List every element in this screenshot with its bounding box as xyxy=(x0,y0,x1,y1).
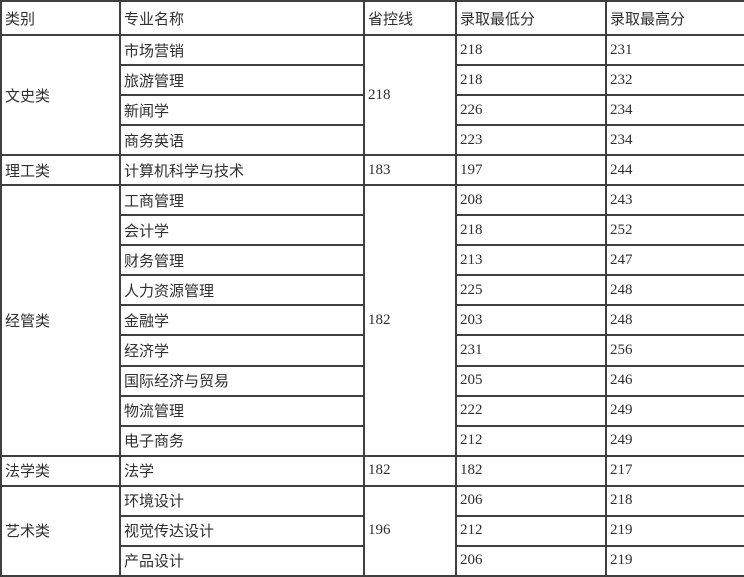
min-score-cell: 213 xyxy=(455,244,607,277)
category-cell: 艺术类 xyxy=(0,484,121,577)
table-row: 经济学 231 256 xyxy=(1,334,744,367)
max-score-cell: 234 xyxy=(605,94,744,127)
table-row: 金融学 203 248 xyxy=(1,304,744,337)
max-score-cell: 231 xyxy=(605,33,744,67)
max-score-cell: 249 xyxy=(605,394,744,427)
min-score-cell: 218 xyxy=(455,64,607,97)
max-score-cell: 252 xyxy=(605,214,744,247)
max-score-cell: 244 xyxy=(605,154,744,187)
max-score-cell: 219 xyxy=(605,544,744,577)
min-score-cell: 203 xyxy=(455,304,607,337)
min-score-cell: 225 xyxy=(455,274,607,307)
max-score-cell: 249 xyxy=(605,424,744,457)
col-header-max-score: 录取最高分 xyxy=(605,0,744,36)
table-row: 会计学 218 252 xyxy=(1,214,744,247)
major-name-cell: 电子商务 xyxy=(119,424,365,457)
table-row: 艺术类 环境设计 196 206 218 xyxy=(0,484,744,577)
min-score-cell: 218 xyxy=(455,214,607,247)
table-row: 经管类 工商管理 182 208 243 xyxy=(0,184,744,457)
table-row: 新闻学 226 234 xyxy=(1,94,744,127)
col-header-min-score: 录取最低分 xyxy=(455,0,607,36)
major-name-cell: 会计学 xyxy=(119,214,365,247)
major-name-cell: 经济学 xyxy=(119,334,365,367)
max-score-cell: 232 xyxy=(605,64,744,97)
max-score-cell: 219 xyxy=(605,514,744,547)
min-score-cell: 197 xyxy=(455,154,607,187)
min-score-cell: 206 xyxy=(455,544,607,577)
major-name-cell: 财务管理 xyxy=(119,244,365,277)
major-name-cell: 视觉传达设计 xyxy=(119,514,365,547)
major-name-cell: 物流管理 xyxy=(119,394,365,427)
table-row: 理工类 计算机科学与技术 183 197 244 xyxy=(0,154,744,187)
major-name-cell: 法学 xyxy=(119,454,365,487)
major-name-cell: 商务英语 xyxy=(119,124,365,157)
min-score-cell: 182 xyxy=(455,454,607,487)
max-score-cell: 248 xyxy=(605,304,744,337)
category-cell: 理工类 xyxy=(0,154,121,187)
max-score-cell: 246 xyxy=(605,364,744,397)
max-score-cell: 218 xyxy=(605,484,744,517)
min-score-cell: 205 xyxy=(455,364,607,397)
col-header-category: 类别 xyxy=(0,0,121,36)
max-score-cell: 217 xyxy=(605,454,744,487)
min-score-cell: 212 xyxy=(455,514,607,547)
major-name-cell: 环境设计 xyxy=(119,484,365,517)
major-name-cell: 市场营销 xyxy=(119,33,365,67)
table-row: 商务英语 223 234 xyxy=(1,124,744,157)
table-row: 人力资源管理 225 248 xyxy=(1,274,744,307)
min-score-cell: 206 xyxy=(455,484,607,517)
control-line-cell: 196 xyxy=(363,484,457,577)
table-row: 视觉传达设计 212 219 xyxy=(1,514,744,547)
control-line-cell: 218 xyxy=(363,33,457,157)
min-score-cell: 218 xyxy=(455,33,607,67)
max-score-cell: 256 xyxy=(605,334,744,367)
table-row: 电子商务 212 249 xyxy=(1,424,744,457)
category-cell: 文史类 xyxy=(0,33,121,157)
min-score-cell: 223 xyxy=(455,124,607,157)
min-score-cell: 212 xyxy=(455,424,607,457)
table-row: 法学类 法学 182 182 217 xyxy=(0,454,744,487)
major-name-cell: 金融学 xyxy=(119,304,365,337)
max-score-cell: 247 xyxy=(605,244,744,277)
table-row: 文史类 市场营销 218 218 231 xyxy=(0,33,744,157)
category-cell: 经管类 xyxy=(0,184,121,457)
min-score-cell: 222 xyxy=(455,394,607,427)
max-score-cell: 243 xyxy=(605,184,744,217)
control-line-cell: 183 xyxy=(363,154,457,187)
control-line-cell: 182 xyxy=(363,454,457,487)
col-header-major-name: 专业名称 xyxy=(119,0,365,36)
major-name-cell: 国际经济与贸易 xyxy=(119,364,365,397)
table-row: 财务管理 213 247 xyxy=(1,244,744,277)
major-name-cell: 计算机科学与技术 xyxy=(119,154,365,187)
min-score-cell: 231 xyxy=(455,334,607,367)
col-header-control-line: 省控线 xyxy=(363,0,457,36)
header-row: 类别 专业名称 省控线 录取最低分 录取最高分 xyxy=(0,0,744,36)
major-name-cell: 工商管理 xyxy=(119,184,365,217)
max-score-cell: 234 xyxy=(605,124,744,157)
major-name-cell: 旅游管理 xyxy=(119,64,365,97)
major-name-cell: 新闻学 xyxy=(119,94,365,127)
category-cell: 法学类 xyxy=(0,454,121,487)
table-row: 产品设计 206 219 xyxy=(1,544,744,577)
min-score-cell: 226 xyxy=(455,94,607,127)
major-name-cell: 人力资源管理 xyxy=(119,274,365,307)
max-score-cell: 248 xyxy=(605,274,744,307)
table-row: 国际经济与贸易 205 246 xyxy=(1,364,744,397)
major-name-cell: 产品设计 xyxy=(119,544,365,577)
table-row: 物流管理 222 249 xyxy=(1,394,744,427)
min-score-cell: 208 xyxy=(455,184,607,217)
control-line-cell: 182 xyxy=(363,184,457,457)
